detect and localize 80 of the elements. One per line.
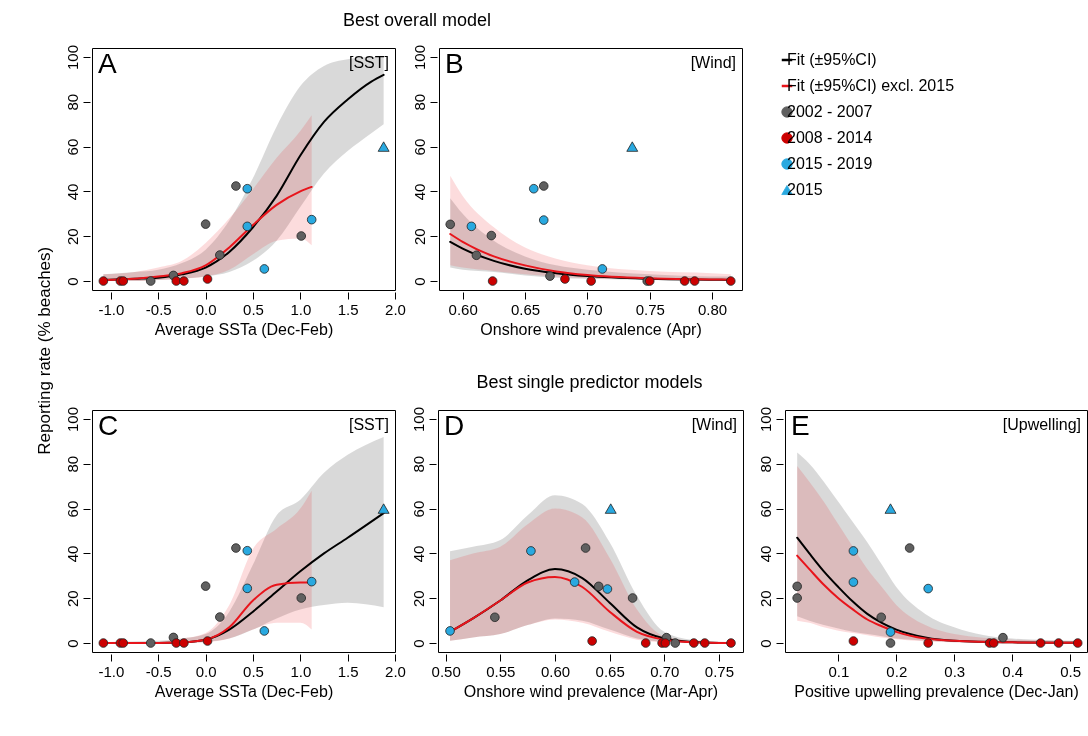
y-tick-label: 0 [63,639,81,648]
x-tick-label: 1.0 [290,300,312,317]
y-axis-title: Reporting rate (% beaches) [34,246,54,455]
x-tick-label: 0.0 [195,662,217,680]
x-tick-label: 0.50 [431,662,461,680]
y-tick-label: 0 [409,639,427,648]
y-tick-label: 100 [410,44,428,70]
y-tick-label: 80 [63,93,81,111]
annotation: D [444,410,465,441]
x-tick-label: -0.5 [145,300,172,317]
chart-title: Best overall model [342,9,492,30]
x-tick-label: 0.2 [886,662,908,680]
x-axis-title: Average SSTa (Dec-Feb) [154,320,334,337]
legend-label: 2015 [787,180,823,198]
x-tick-label: 0.75 [704,662,735,680]
x-tick-label: 2.0 [385,300,406,317]
y-tick-label: 40 [756,545,774,563]
x-tick-label: 0.60 [540,662,571,680]
x-tick-label: 2.0 [385,662,406,680]
x-tick-label: 0.5 [1060,662,1082,680]
annotation: [Upwelling] [1002,416,1081,433]
x-tick-label: 0.60 [448,300,478,317]
x-tick-label: 0.75 [635,300,665,317]
y-tick-label: 0 [756,639,774,648]
x-tick-label: 0.65 [510,300,541,317]
y-tick-label: 60 [63,138,81,155]
y-tick-label: 80 [756,455,774,473]
x-tick-label: 0.0 [195,300,217,317]
annotation: A [98,47,117,79]
x-tick-label: 0.70 [573,300,603,317]
x-tick-label: 0.65 [595,662,625,680]
y-tick-label: 20 [63,227,81,245]
y-tick-label: 40 [63,545,81,563]
x-tick-label: 0.5 [243,300,264,317]
y-tick-label: 100 [63,44,81,70]
x-tick-label: 0.5 [243,662,264,680]
annotation: [SST] [348,416,389,433]
x-tick-label: 1.0 [290,662,312,680]
y-tick-label: 100 [409,406,427,432]
x-tick-label: 0.55 [486,662,516,680]
x-tick-label: 0.4 [1002,662,1024,680]
y-tick-label: 60 [409,500,427,518]
y-tick-label: 80 [63,455,81,473]
legend-label: Fit (±95%CI) excl. 2015 [787,76,955,94]
y-tick-label: 40 [63,183,81,200]
annotation: C [98,410,119,441]
annotation: [Wind] [691,416,737,433]
y-tick-label: 100 [756,406,774,432]
x-tick-label: 0.70 [650,662,680,680]
x-axis-title: Onshore wind prevalence (Mar-Apr) [463,682,719,700]
y-tick-label: 80 [409,455,427,473]
y-tick-label: 60 [410,138,428,155]
y-tick-label: 20 [63,590,81,608]
x-tick-label: -1.0 [98,662,125,680]
x-tick-label: -1.0 [98,300,125,317]
y-tick-label: 100 [63,406,81,432]
y-tick-label: 20 [756,590,774,608]
y-tick-label: 20 [409,590,427,608]
y-tick-label: 0 [410,276,428,286]
x-tick-label: 1.5 [337,662,359,680]
y-tick-label: 80 [410,93,428,111]
x-tick-label: 0.1 [828,662,850,680]
x-axis-title: Average SSTa (Dec-Feb) [154,682,334,700]
y-tick-label: 40 [410,183,428,200]
y-tick-label: 0 [63,276,81,286]
x-tick-label: 1.5 [337,300,359,317]
y-tick-label: 60 [63,500,81,518]
x-tick-label: 0.80 [697,300,728,317]
annotation: [SST] [348,53,389,71]
annotation: [Wind] [690,53,736,71]
x-axis-title: Positive upwelling prevalence (Dec-Jan) [794,682,1079,700]
x-axis-title: Onshore wind prevalence (Apr) [480,320,702,337]
annotation: B [445,47,464,79]
x-tick-label: -0.5 [145,662,172,680]
y-tick-label: 60 [756,500,774,518]
x-tick-label: 0.3 [944,662,966,680]
annotation: E [791,410,810,441]
y-tick-label: 40 [409,545,427,563]
chart-title: Best single predictor models [476,372,703,393]
y-tick-label: 20 [410,227,428,245]
